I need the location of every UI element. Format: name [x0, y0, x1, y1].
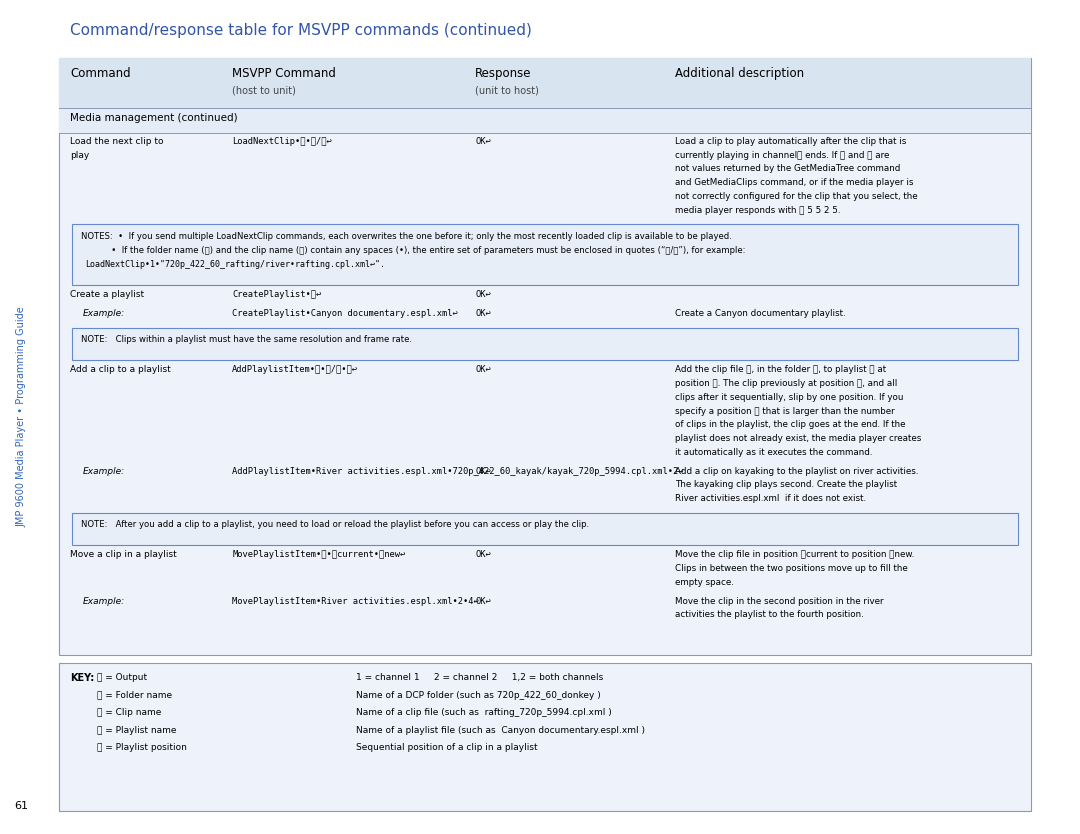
FancyBboxPatch shape [72, 513, 1018, 545]
Text: The kayaking clip plays second. Create the playlist: The kayaking clip plays second. Create t… [675, 480, 897, 490]
Text: MSVPP Command: MSVPP Command [232, 67, 336, 80]
FancyBboxPatch shape [72, 224, 1018, 285]
Text: Example:: Example: [83, 466, 125, 475]
FancyBboxPatch shape [59, 108, 1031, 133]
Text: OK↩: OK↩ [475, 596, 491, 605]
Text: Command: Command [70, 67, 131, 80]
Text: not values returned by the GetMediaTree command: not values returned by the GetMediaTree … [675, 164, 901, 173]
Text: CreatePlaylist•Canyon documentary.espl.xml↩: CreatePlaylist•Canyon documentary.espl.x… [232, 309, 458, 318]
Text: currently playing in channel⒨ ends. If ⒩ and ⒪ are: currently playing in channel⒨ ends. If ⒩… [675, 150, 889, 159]
Text: Additional description: Additional description [675, 67, 805, 80]
Text: KEY:: KEY: [70, 673, 94, 683]
Text: Add the clip ﬁle ⒪, in the folder ⒩, to playlist ⒫ at: Add the clip ﬁle ⒪, in the folder ⒩, to … [675, 365, 886, 374]
FancyBboxPatch shape [72, 328, 1018, 360]
Text: ⒪ = Clip name: ⒪ = Clip name [97, 708, 162, 717]
Text: Move the clip ﬁle in position ⒭current to position ⒭new.: Move the clip ﬁle in position ⒭current t… [675, 550, 915, 560]
Text: Name of a playlist ﬁle (such as  Canyon documentary.espl.xml ): Name of a playlist ﬁle (such as Canyon d… [356, 726, 646, 735]
Text: Load the next clip to: Load the next clip to [70, 137, 164, 146]
Text: Example:: Example: [83, 309, 125, 318]
Text: River activities.espl.xml  if it does not exist.: River activities.espl.xml if it does not… [675, 494, 866, 503]
Text: (host to unit): (host to unit) [232, 86, 296, 96]
Text: OK↩: OK↩ [475, 365, 491, 374]
Text: empty space.: empty space. [675, 578, 734, 587]
Text: Name of a DCP folder (such as 720p_422_60_donkey ): Name of a DCP folder (such as 720p_422_6… [356, 691, 602, 700]
Text: NOTE:   Clips within a playlist must have the same resolution and frame rate.: NOTE: Clips within a playlist must have … [81, 335, 411, 344]
Text: AddPlaylistItem•⒫•⒩/⒪•⒬↩: AddPlaylistItem•⒫•⒩/⒪•⒬↩ [232, 365, 359, 374]
Text: OK↩: OK↩ [475, 466, 491, 475]
Text: activities the playlist to the fourth position.: activities the playlist to the fourth po… [675, 610, 864, 620]
Text: Add a clip to a playlist: Add a clip to a playlist [70, 365, 171, 374]
Text: Load a clip to play automatically after the clip that is: Load a clip to play automatically after … [675, 137, 906, 146]
Text: MovePlaylistItem•River activities.espl.xml•2•4↩: MovePlaylistItem•River activities.espl.x… [232, 596, 478, 605]
Text: CreatePlaylist•⒫↩: CreatePlaylist•⒫↩ [232, 290, 322, 299]
Text: AddPlaylistItem•River activities.espl.xml•720p_422_60_kayak/kayak_720p_5994.cpl.: AddPlaylistItem•River activities.espl.xm… [232, 466, 684, 475]
Text: Command/response table for MSVPP commands (continued): Command/response table for MSVPP command… [70, 23, 532, 38]
FancyBboxPatch shape [59, 58, 1031, 108]
Text: Add a clip on kayaking to the playlist on river activities.: Add a clip on kayaking to the playlist o… [675, 466, 918, 475]
Text: OK↩: OK↩ [475, 137, 491, 146]
Text: not correctly conﬁgured for the clip that you select, the: not correctly conﬁgured for the clip tha… [675, 192, 918, 201]
Text: play: play [70, 150, 90, 159]
Text: 61: 61 [15, 801, 28, 811]
Text: LoadNextClip•1•"720p_422_60_rafting/river•rafting.cpl.xml↩".: LoadNextClip•1•"720p_422_60_rafting/rive… [85, 260, 386, 269]
Text: and GetMediaClips command, or if the media player is: and GetMediaClips command, or if the med… [675, 178, 914, 187]
Text: ⒩ = Folder name: ⒩ = Folder name [97, 691, 173, 700]
Text: OK↩: OK↩ [475, 550, 491, 560]
Text: Create a playlist: Create a playlist [70, 290, 145, 299]
Text: it automatically as it executes the command.: it automatically as it executes the comm… [675, 448, 873, 457]
Text: NOTE:   After you add a clip to a playlist, you need to load or reload the playl: NOTE: After you add a clip to a playlist… [81, 520, 589, 530]
Text: of clips in the playlist, the clip goes at the end. If the: of clips in the playlist, the clip goes … [675, 420, 905, 430]
Text: NOTES:  •  If you send multiple LoadNextClip commands, each overwrites the one b: NOTES: • If you send multiple LoadNextCl… [81, 232, 732, 241]
Text: Clips in between the two positions move up to ﬁll the: Clips in between the two positions move … [675, 564, 908, 573]
Text: Media management (continued): Media management (continued) [70, 113, 238, 123]
Text: playlist does not already exist, the media player creates: playlist does not already exist, the med… [675, 434, 921, 443]
Text: OK↩: OK↩ [475, 309, 491, 318]
Text: Move the clip in the second position in the river: Move the clip in the second position in … [675, 596, 883, 605]
Text: ⒫ = Playlist name: ⒫ = Playlist name [97, 726, 177, 735]
Text: Move a clip in a playlist: Move a clip in a playlist [70, 550, 177, 560]
Text: JMP 9600 Media Player • Programming Guide: JMP 9600 Media Player • Programming Guid… [16, 307, 27, 527]
Text: LoadNextClip•⒨•⒩/⒪↩: LoadNextClip•⒨•⒩/⒪↩ [232, 137, 332, 146]
FancyBboxPatch shape [59, 58, 1031, 655]
Text: 1 = channel 1     2 = channel 2     1,2 = both channels: 1 = channel 1 2 = channel 2 1,2 = both c… [356, 673, 604, 682]
Text: OK↩: OK↩ [475, 290, 491, 299]
Text: •  If the folder name (⒩) and the clip name (⒪) contain any spaces (•), the enti: • If the folder name (⒩) and the clip na… [81, 246, 745, 255]
Text: Example:: Example: [83, 596, 125, 605]
Text: Response: Response [475, 67, 531, 80]
Text: specify a position ⒬ that is larger than the number: specify a position ⒬ that is larger than… [675, 406, 894, 415]
Text: Name of a clip ﬁle (such as  rafting_720p_5994.cpl.xml ): Name of a clip ﬁle (such as rafting_720p… [356, 708, 612, 717]
Text: position ⒬. The clip previously at position ⒬, and all: position ⒬. The clip previously at posit… [675, 379, 897, 388]
Text: MovePlaylistItem•⒫•⒭current•⒭new↩: MovePlaylistItem•⒫•⒭current•⒭new↩ [232, 550, 405, 560]
Text: Sequential position of a clip in a playlist: Sequential position of a clip in a playl… [356, 743, 538, 752]
Text: clips after it sequentially, slip by one position. If you: clips after it sequentially, slip by one… [675, 393, 903, 402]
Text: media player responds with （ 5 5 2 5.: media player responds with （ 5 5 2 5. [675, 205, 840, 214]
Text: Create a Canyon documentary playlist.: Create a Canyon documentary playlist. [675, 309, 846, 318]
FancyBboxPatch shape [59, 663, 1031, 811]
Text: ⒬ = Playlist position: ⒬ = Playlist position [97, 743, 187, 752]
Text: ⒨ = Output: ⒨ = Output [97, 673, 147, 682]
Text: (unit to host): (unit to host) [475, 86, 539, 96]
